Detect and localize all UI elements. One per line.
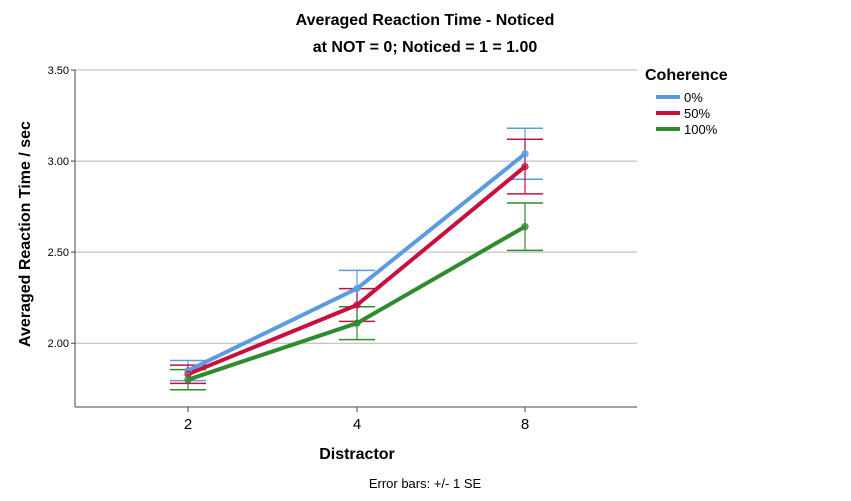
legend-item-coherence-0pct: 0% [656,90,703,105]
x-tick-label: 2 [184,416,192,433]
chart-title: Averaged Reaction Time - Noticed [296,12,555,29]
grid-lines [75,69,637,344]
series-lines [186,151,527,382]
footnote: Error bars: +/- 1 SE [369,476,482,491]
point-coherence-0pct [521,150,529,158]
legend-label: 100% [684,122,718,137]
x-tick-label: 8 [521,416,529,433]
legend-items: 0%50%100% [656,90,718,137]
axes [74,70,637,408]
y-axis-title: Averaged Reaction Time / sec [17,121,34,347]
point-coherence-100pct [521,223,529,231]
point-coherence-50pct [521,162,529,171]
point-coherence-100pct [184,376,192,384]
y-tick-label: 3.00 [48,156,69,168]
series-line-coherence-50pct [186,164,527,377]
x-tick-label: 4 [353,416,361,433]
y-tick-label: 2.00 [48,338,69,350]
legend-label: 50% [684,106,710,121]
x-tick-labels: 2 4 8 [184,407,529,433]
x-axis-title: Distractor [319,446,395,463]
y-tick-label: 2.50 [48,247,69,259]
legend-item-coherence-100pct: 100% [656,122,718,137]
point-coherence-0pct [184,366,192,375]
legend: Coherence 0%50%100% [645,67,728,137]
y-tick-labels: 2.00 2.50 3.00 3.50 [48,65,75,350]
legend-item-coherence-50pct: 50% [656,106,710,121]
point-coherence-0pct [353,284,361,293]
point-coherence-100pct [353,319,361,327]
series-line-coherence-100pct [186,224,527,382]
point-coherence-50pct [353,301,361,309]
series-line-coherence-0pct [186,151,527,373]
y-tick-label: 3.50 [48,65,69,77]
legend-label: 0% [684,90,703,105]
legend-title: Coherence [645,67,728,84]
chart-subtitle: at NOT = 0; Noticed = 1 = 1.00 [313,39,538,56]
data-points [184,150,529,384]
series-layer [170,127,543,391]
